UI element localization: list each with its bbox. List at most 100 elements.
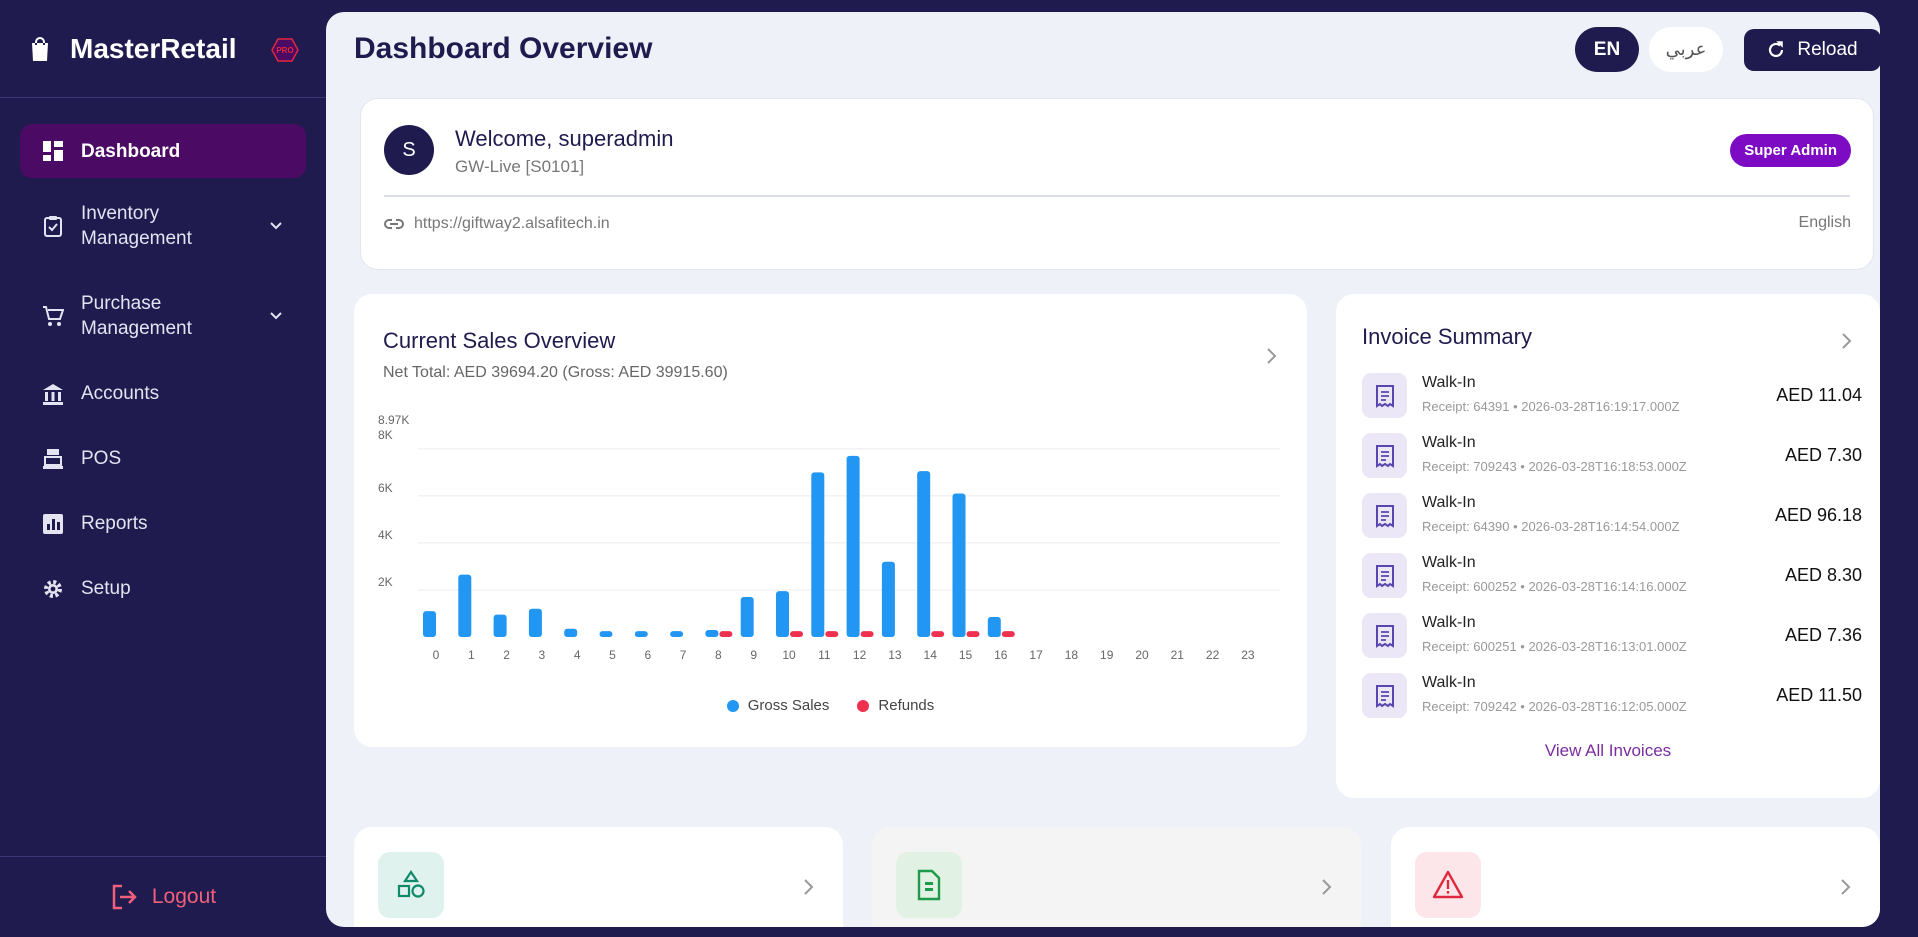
bar-gross-sales bbox=[670, 631, 684, 637]
x-tick-label: 17 bbox=[1029, 648, 1043, 662]
invoice-receipt: Receipt: 600252 • 2026-03-28T16:14:16.00… bbox=[1422, 579, 1687, 594]
receipt-icon bbox=[1362, 373, 1407, 418]
x-tick-label: 23 bbox=[1241, 648, 1255, 662]
stat-tile-documents[interactable] bbox=[872, 827, 1361, 927]
sidebar-item-reports[interactable]: Reports bbox=[20, 491, 306, 556]
language-en-button[interactable]: EN bbox=[1575, 27, 1639, 72]
invoice-customer: Walk-In bbox=[1422, 374, 1476, 391]
invoice-receipt: Receipt: 64391 • 2026-03-28T16:19:17.000… bbox=[1422, 399, 1680, 414]
sidebar-item-label: POS bbox=[81, 448, 122, 469]
legend-item-refunds[interactable]: Refunds bbox=[857, 697, 934, 714]
warning-icon bbox=[1415, 852, 1481, 918]
view-all-invoices-link[interactable]: View All Invoices bbox=[1544, 741, 1672, 760]
invoice-customer: Walk-In bbox=[1422, 494, 1476, 511]
sidebar-item-accounts[interactable]: Accounts bbox=[20, 361, 306, 426]
invoice-receipt: Receipt: 709243 • 2026-03-28T16:18:53.00… bbox=[1422, 459, 1687, 474]
legend-dot bbox=[726, 699, 739, 712]
bar-gross-sales bbox=[952, 493, 966, 637]
sidebar-item-label: Inventory Management bbox=[81, 203, 192, 249]
sidebar-item-label: Setup bbox=[81, 578, 131, 599]
invoice-summary-card: Invoice Summary Walk-In Receipt: 64391 • … bbox=[1336, 294, 1880, 798]
invoice-row[interactable]: Walk-In Receipt: 709242 • 2026-03-28T16:1… bbox=[1362, 672, 1862, 722]
x-tick-label: 1 bbox=[468, 648, 475, 662]
x-tick-label: 6 bbox=[644, 648, 651, 662]
invoice-row[interactable]: Walk-In Receipt: 600252 • 2026-03-28T16:1… bbox=[1362, 552, 1862, 602]
x-tick-label: 9 bbox=[750, 648, 757, 662]
bar-refunds bbox=[825, 631, 839, 637]
y-tick-label: 4K bbox=[378, 528, 393, 542]
pro-badge-text: PRO bbox=[276, 46, 293, 55]
chevron-right-icon bbox=[1841, 879, 1851, 895]
invoice-row[interactable]: Walk-In Receipt: 64391 • 2026-03-28T16:19… bbox=[1362, 372, 1862, 422]
invoice-amount: AED 7.36 bbox=[1784, 625, 1862, 645]
bar-gross-sales bbox=[564, 628, 578, 637]
x-tick-label: 18 bbox=[1065, 648, 1079, 662]
invoice-receipt: Receipt: 709242 • 2026-03-28T16:12:05.00… bbox=[1422, 699, 1687, 714]
sidebar-item-purchase-management[interactable]: Purchase Management bbox=[20, 271, 306, 361]
role-badge: Super Admin bbox=[1730, 134, 1851, 167]
y-tick-label: 8K bbox=[378, 428, 393, 442]
x-tick-label: 11 bbox=[818, 648, 831, 662]
invoice-title: Invoice Summary bbox=[1362, 324, 1532, 349]
x-tick-label: 19 bbox=[1100, 648, 1114, 662]
x-tick-label: 8 bbox=[715, 648, 722, 662]
bar-gross-sales bbox=[458, 574, 472, 637]
sidebar-item-dashboard[interactable]: Dashboard bbox=[20, 124, 306, 178]
invoice-row[interactable]: Walk-In Receipt: 709243 • 2026-03-28T16:1… bbox=[1362, 432, 1862, 482]
avatar: S bbox=[384, 125, 434, 175]
shopping-bag-icon bbox=[28, 36, 52, 61]
pro-badge-icon: PRO bbox=[271, 38, 299, 62]
x-tick-label: 4 bbox=[574, 648, 581, 662]
bar-gross-sales bbox=[917, 471, 931, 637]
logout-button[interactable]: Logout bbox=[0, 856, 326, 937]
chevron-down-icon bbox=[270, 222, 282, 230]
invoice-amount: AED 96.18 bbox=[1774, 505, 1862, 525]
bar-gross-sales bbox=[705, 629, 719, 637]
legend-item-gross-sales[interactable]: Gross Sales bbox=[726, 697, 830, 714]
stat-tile-products[interactable] bbox=[354, 827, 843, 927]
refresh-icon bbox=[1769, 41, 1784, 58]
legend-label: Refunds bbox=[878, 697, 935, 714]
x-tick-label: 21 bbox=[1171, 648, 1185, 662]
bar-gross-sales bbox=[740, 597, 754, 637]
welcome-card: S Welcome, superadmin GW-Live [S0101] Su… bbox=[360, 98, 1874, 270]
bar-gross-sales bbox=[493, 614, 507, 637]
page-title: Dashboard Overview bbox=[354, 32, 653, 65]
bar-refunds bbox=[931, 631, 945, 637]
sidebar-item-label: Purchase Management bbox=[81, 293, 192, 339]
chevron-right-icon[interactable] bbox=[1263, 344, 1279, 368]
sales-title: Current Sales Overview bbox=[383, 328, 616, 353]
legend-label: Gross Sales bbox=[747, 697, 830, 714]
pos-register-icon bbox=[41, 447, 65, 471]
legend-dot bbox=[857, 699, 870, 712]
receipt-icon bbox=[1362, 433, 1407, 478]
stat-tile-alerts[interactable] bbox=[1391, 827, 1880, 927]
invoice-row[interactable]: Walk-In Receipt: 600251 • 2026-03-28T16:1… bbox=[1362, 612, 1862, 662]
invoice-row[interactable]: Walk-In Receipt: 64390 • 2026-03-28T16:14… bbox=[1362, 492, 1862, 542]
sidebar: MasterRetail PRO Dashboard Inventory Man… bbox=[0, 0, 326, 937]
bar-refunds bbox=[790, 631, 803, 637]
sidebar-item-setup[interactable]: Setup bbox=[20, 556, 306, 621]
bar-gross-sales bbox=[881, 561, 895, 637]
x-tick-label: 22 bbox=[1206, 648, 1220, 662]
receipt-icon bbox=[1362, 553, 1407, 598]
invoice-customer: Walk-In bbox=[1422, 554, 1476, 571]
invoice-receipt: Receipt: 600251 • 2026-03-28T16:13:01.00… bbox=[1422, 639, 1687, 654]
x-tick-label: 14 bbox=[924, 648, 938, 662]
sales-subtitle: Net Total: AED 39694.20 (Gross: AED 3991… bbox=[383, 364, 728, 381]
reload-button[interactable]: Reload bbox=[1744, 29, 1880, 71]
store-url: https://giftway2.alsafitech.in bbox=[384, 214, 610, 234]
language-ar-button[interactable]: عربي bbox=[1649, 27, 1723, 72]
x-tick-label: 15 bbox=[959, 648, 973, 662]
sidebar-item-label: Reports bbox=[81, 513, 148, 534]
x-tick-label: 2 bbox=[503, 648, 510, 662]
x-tick-label: 0 bbox=[433, 648, 440, 662]
chevron-right-icon[interactable] bbox=[1838, 330, 1854, 352]
sidebar-item-pos[interactable]: POS bbox=[20, 426, 306, 491]
gear-icon bbox=[41, 577, 65, 601]
invoice-customer: Walk-In bbox=[1422, 434, 1476, 451]
sidebar-item-inventory-management[interactable]: Inventory Management bbox=[20, 181, 306, 271]
y-tick-label: 2K bbox=[378, 575, 393, 589]
x-tick-label: 3 bbox=[539, 648, 546, 662]
invoice-amount: AED 7.30 bbox=[1784, 445, 1862, 465]
